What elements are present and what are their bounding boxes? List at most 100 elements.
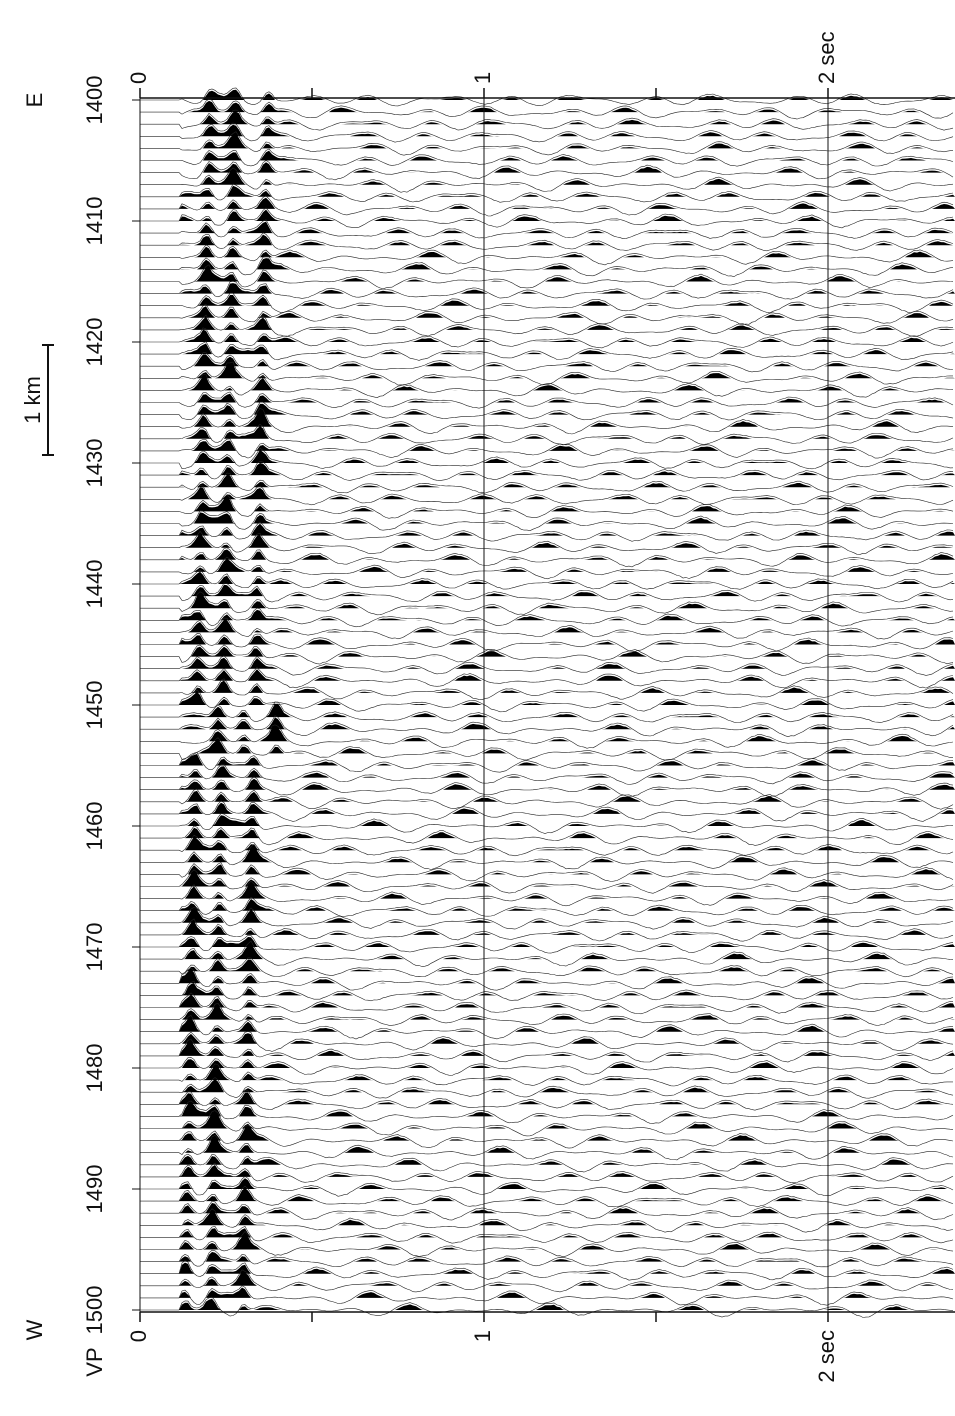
- trace-fill: [140, 1040, 955, 1056]
- trace: [140, 1110, 954, 1137]
- trace: [140, 862, 954, 882]
- trace: [140, 547, 954, 568]
- trace-fill: [140, 1271, 955, 1286]
- trace-fill: [140, 920, 955, 935]
- trace-fill: [140, 680, 955, 693]
- trace: [140, 1285, 954, 1306]
- trace-fill: [140, 1298, 955, 1310]
- vp-tick-label: 1490: [82, 1165, 107, 1214]
- trace: [140, 607, 954, 628]
- trace-fill: [140, 717, 955, 730]
- trace-fill: [140, 1033, 955, 1044]
- trace: [140, 556, 954, 580]
- trace-fill: [140, 703, 955, 718]
- trace-fill: [140, 246, 955, 258]
- vp-label: VP: [82, 1347, 107, 1376]
- trace-fill: [140, 766, 955, 778]
- trace: [140, 1153, 954, 1173]
- vp-tick-label: 1480: [82, 1044, 107, 1093]
- trace: [140, 122, 954, 143]
- trace-fill: [140, 584, 955, 597]
- trace-fill: [140, 827, 955, 839]
- trace-fill: [140, 983, 955, 996]
- trace-fill: [140, 609, 955, 621]
- west-label: W: [22, 1319, 47, 1340]
- trace-fill: [140, 1228, 955, 1238]
- trace: [140, 1031, 954, 1052]
- trace: [140, 472, 954, 494]
- trace-fill: [140, 994, 955, 1008]
- ticks: 1400 1410 1420 1430 1440 1450 1460 1470 1480 1490…: [82, 31, 839, 1382]
- trace-fill: [140, 836, 955, 851]
- trace-fill: [140, 100, 955, 113]
- trace: [140, 843, 954, 870]
- trace-fill: [140, 150, 955, 161]
- trace: [140, 980, 954, 1002]
- trace-fill: [140, 778, 955, 790]
- trace: [140, 764, 954, 785]
- trace: [140, 183, 954, 203]
- trace: [140, 280, 954, 300]
- trace-fill: [140, 937, 955, 947]
- trace-fill: [140, 593, 955, 609]
- trace-fill: [140, 1262, 955, 1274]
- trace: [140, 327, 954, 349]
- trace-fill: [140, 474, 955, 488]
- east-label: E: [22, 93, 47, 108]
- trace: [140, 148, 954, 167]
- trace-fill: [140, 846, 955, 863]
- trace: [140, 407, 954, 435]
- vp-tick-label: 1500: [82, 1286, 107, 1335]
- trace: [140, 825, 954, 846]
- trace-fill: [140, 691, 955, 705]
- trace-fill: [140, 754, 955, 766]
- trace-fill: [140, 1287, 955, 1298]
- trace-fill: [140, 1005, 955, 1020]
- trace: [140, 292, 954, 314]
- trace: [140, 1260, 954, 1281]
- trace: [140, 423, 954, 446]
- trace: [140, 160, 954, 181]
- trace: [140, 219, 954, 240]
- trace: [140, 896, 954, 917]
- trace: [140, 1226, 954, 1244]
- trace: [140, 391, 954, 409]
- trace-fill: [140, 221, 955, 234]
- trace: [140, 98, 954, 120]
- trace-fill: [140, 258, 955, 270]
- trace: [140, 582, 954, 603]
- trace: [140, 1134, 954, 1161]
- trace: [140, 1185, 954, 1208]
- seismic-traces: [140, 87, 955, 1318]
- trace-fill: [140, 295, 955, 306]
- trace-fill: [140, 726, 955, 742]
- trace-fill: [140, 393, 955, 403]
- trace: [140, 751, 954, 773]
- trace: [140, 352, 954, 373]
- trace: [140, 788, 954, 810]
- trace-fill: [140, 1155, 955, 1165]
- trace-fill: [140, 739, 955, 754]
- trace: [140, 264, 954, 290]
- trace-fill: [140, 363, 955, 379]
- trace-fill: [140, 558, 955, 572]
- trace-fill: [140, 169, 955, 185]
- trace-fill: [140, 871, 955, 887]
- trace: [140, 591, 954, 616]
- trace: [140, 1090, 954, 1111]
- trace-fill: [140, 909, 955, 923]
- trace-fill: [140, 942, 955, 960]
- vp-tick-label: 1410: [82, 197, 107, 246]
- trace: [140, 521, 954, 542]
- time-tick-label: 2 sec: [814, 31, 839, 84]
- trace: [140, 530, 954, 555]
- trace: [140, 447, 954, 470]
- trace-fill: [140, 354, 955, 367]
- trace: [140, 957, 954, 978]
- trace-fill: [140, 1252, 955, 1262]
- trace-fill: [140, 1112, 955, 1129]
- trace-fill: [140, 883, 955, 899]
- trace: [140, 1162, 954, 1184]
- time-tick-label: 1: [470, 72, 495, 84]
